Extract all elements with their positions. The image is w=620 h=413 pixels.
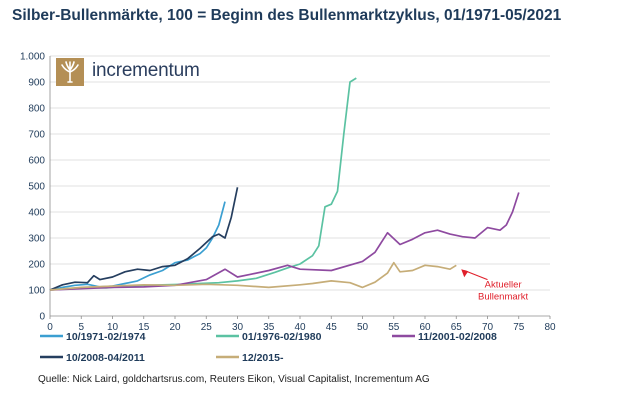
- tree-icon: [56, 58, 84, 86]
- legend-label: 10/1971-02/1974: [66, 331, 146, 343]
- y-tick-label: 200: [28, 260, 45, 271]
- incrementum-logo: incrementum: [56, 58, 256, 86]
- x-tick-label: 60: [419, 322, 431, 333]
- series-line: [49, 201, 226, 291]
- legend-label: 10/2008-04/2011: [66, 352, 145, 364]
- x-tick-label: 75: [513, 322, 525, 333]
- annotation-label: Bullenmarkt: [478, 291, 529, 302]
- y-tick-label: 0: [39, 312, 45, 323]
- x-tick-label: 80: [544, 322, 556, 333]
- y-tick-label: 800: [28, 104, 45, 115]
- x-tick-label: 10: [107, 322, 119, 333]
- x-tick-label: 25: [201, 322, 213, 333]
- x-tick-label: 5: [78, 322, 84, 333]
- x-tick-label: 20: [169, 322, 181, 333]
- x-tick-label: 65: [451, 322, 463, 333]
- legend-label: 12/2015-: [242, 352, 284, 364]
- x-tick-label: 55: [388, 322, 400, 333]
- x-tick-label: 40: [294, 322, 306, 333]
- series-line: [49, 187, 239, 291]
- source-note: Quelle: Nick Laird, goldchartsrus.com, R…: [38, 374, 430, 385]
- series-line: [49, 192, 520, 291]
- series-line: [49, 77, 357, 291]
- annotation-arrowhead: [461, 269, 469, 278]
- annotation-arrow: [464, 269, 488, 281]
- y-tick-label: 900: [28, 78, 45, 89]
- chart-title: Silber-Bullenmärkte, 100 = Beginn des Bu…: [12, 7, 562, 24]
- y-tick-label: 400: [28, 208, 45, 219]
- annotation-label: Aktueller: [485, 279, 522, 290]
- y-tick-label: 100: [28, 286, 45, 297]
- y-tick-label: 300: [28, 234, 45, 245]
- x-tick-label: 35: [263, 322, 275, 333]
- series-line: [49, 261, 457, 291]
- logo-text: incrementum: [92, 60, 200, 81]
- x-tick-label: 30: [232, 322, 244, 333]
- legend-label: 01/1976-02/1980: [242, 331, 322, 343]
- x-tick-label: 45: [326, 322, 338, 333]
- legend-label: 11/2001-02/2008: [418, 331, 497, 343]
- x-tick-label: 0: [47, 322, 53, 333]
- x-tick-label: 70: [482, 322, 494, 333]
- y-tick-label: 1.000: [20, 52, 45, 63]
- y-tick-label: 600: [28, 156, 45, 167]
- y-tick-label: 500: [28, 182, 45, 193]
- x-tick-label: 50: [357, 322, 369, 333]
- x-tick-label: 15: [138, 322, 150, 333]
- y-tick-label: 700: [28, 130, 45, 141]
